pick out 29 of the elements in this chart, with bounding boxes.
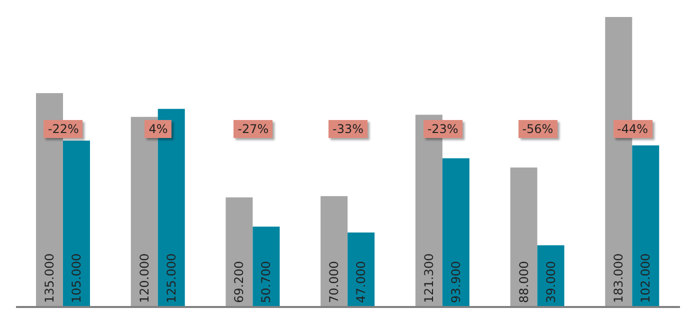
bar bbox=[226, 197, 253, 307]
data-label: 102.000 bbox=[638, 253, 653, 303]
annotation: -44% bbox=[613, 120, 652, 138]
data-label: 121.300 bbox=[422, 253, 436, 303]
data-label: 120.000 bbox=[137, 253, 152, 303]
annotation: -22% bbox=[44, 120, 83, 138]
bar bbox=[320, 196, 348, 307]
data-label: 105.000 bbox=[70, 253, 84, 303]
data-label: 93.900 bbox=[448, 261, 463, 303]
bar bbox=[442, 158, 470, 307]
bar bbox=[348, 232, 375, 307]
data-label: 69.200 bbox=[232, 261, 246, 303]
bar bbox=[63, 140, 90, 307]
annotation: 4% bbox=[144, 120, 172, 138]
data-label: 47.000 bbox=[354, 261, 368, 303]
annotation: -56% bbox=[518, 120, 558, 138]
annotation: -33% bbox=[328, 120, 368, 138]
annotation: -23% bbox=[423, 120, 462, 138]
bar bbox=[510, 168, 538, 307]
data-label: 135.000 bbox=[42, 253, 56, 303]
data-label: 39.000 bbox=[544, 261, 558, 303]
data-label: 125.000 bbox=[164, 253, 178, 303]
data-label: 88.000 bbox=[516, 261, 531, 303]
bar bbox=[252, 226, 280, 307]
data-label: 50.700 bbox=[259, 261, 274, 303]
annotation: -27% bbox=[234, 120, 273, 138]
data-label: 183.000 bbox=[612, 253, 626, 303]
bar bbox=[632, 145, 660, 307]
data-label: 70.000 bbox=[327, 261, 342, 303]
